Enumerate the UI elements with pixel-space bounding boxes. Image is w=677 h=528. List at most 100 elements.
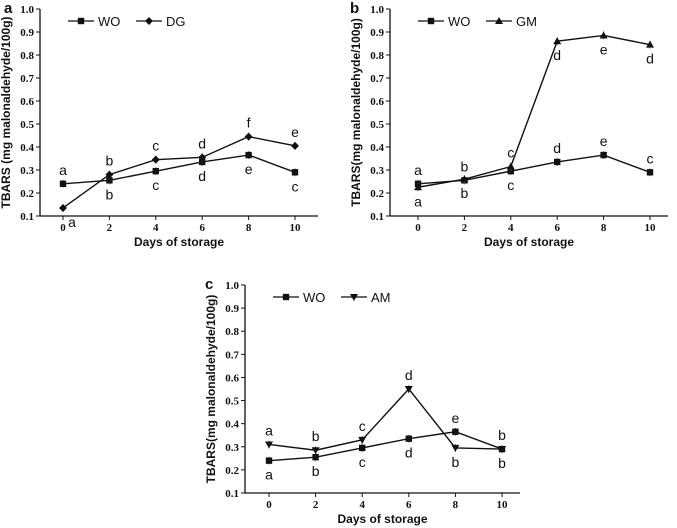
panel-c: 0.1 0.2 0.3 0.4 0.5 0.6 0.7 0.8 0.9 1.0 0 2 4 6 8 10 Day…: [204, 276, 520, 526]
x-tick-label: 0: [415, 222, 421, 234]
series-line: [417, 154, 651, 185]
y-tick-label: 0.2: [20, 188, 34, 200]
y-tick-label: 0.7: [225, 349, 239, 361]
significance-letter: b: [498, 427, 506, 443]
significance-letter: d: [646, 51, 654, 67]
y-axis-title: TBARS (mg malonaldehyde/100g): [0, 16, 13, 208]
significance-letter: e: [600, 41, 608, 57]
square-marker: [106, 177, 113, 184]
significance-letter: d: [198, 135, 206, 151]
triangle-down-marker: [404, 386, 413, 393]
y-tick-label: 1.0: [20, 4, 34, 16]
triangle-down-marker: [451, 444, 460, 452]
significance-letter: c: [152, 177, 159, 193]
significance-letter: e: [291, 124, 299, 140]
x-tick-label: 0: [266, 499, 272, 511]
square-marker: [554, 158, 561, 166]
series-line: [268, 431, 503, 462]
y-tick-label: 0.3: [225, 442, 239, 454]
y-tick-label: 0.8: [225, 326, 239, 338]
square-marker: [265, 457, 273, 464]
significance-letter: e: [600, 133, 608, 149]
legend-label: DG: [166, 14, 186, 29]
y-tick-label: 0.1: [20, 211, 34, 223]
y-tick-label: 0.8: [370, 50, 384, 62]
y-tick-label: 0.8: [20, 50, 34, 62]
square-marker: [282, 293, 290, 301]
y-tick-label: 0.4: [20, 142, 34, 154]
square-marker: [312, 453, 319, 461]
y-tick-label: 0.9: [370, 27, 384, 39]
y-tick-label: 0.9: [225, 303, 239, 315]
y-tick-label: 0.3: [20, 165, 34, 177]
square-marker: [199, 158, 206, 166]
y-tick-label: 0.2: [225, 465, 239, 477]
significance-letter: c: [359, 418, 366, 434]
x-tick-label: 4: [359, 499, 365, 511]
significance-letter: f: [247, 115, 251, 131]
y-tick-label: 1.0: [225, 280, 239, 292]
square-marker: [291, 169, 299, 176]
x-tick-label: 6: [554, 222, 560, 234]
y-tick-label: 0.5: [370, 119, 384, 131]
x-tick-label: 4: [508, 222, 514, 234]
panel-label: c: [205, 276, 213, 293]
series-line: [417, 34, 651, 188]
significance-letter: c: [507, 145, 514, 161]
significance-letter: d: [405, 367, 413, 383]
series-WO: a b c d e c: [414, 133, 653, 193]
square-marker: [359, 444, 366, 452]
legend-label: WO: [448, 14, 470, 29]
y-tick-label: 0.5: [20, 119, 34, 131]
x-tick-label: 4: [153, 222, 159, 234]
x-tick-label: 8: [453, 499, 459, 511]
triangle-down-marker: [498, 446, 506, 454]
y-tick-label: 0.4: [225, 419, 239, 431]
series-DG: a b c d f e: [59, 115, 299, 230]
significance-letter: b: [461, 158, 469, 174]
square-marker: [427, 17, 435, 25]
significance-letter: e: [245, 161, 253, 177]
legend-item-WO: WO: [68, 14, 120, 29]
triangle-marker: [460, 175, 469, 183]
significance-letter: b: [461, 185, 469, 201]
significance-letter: d: [405, 445, 413, 461]
series-WO: a b c d e b: [265, 410, 506, 483]
triangle-down-marker: [358, 436, 367, 444]
y-tick-label: 0.3: [370, 165, 384, 177]
series-line: [62, 154, 296, 185]
square-marker: [405, 435, 412, 442]
significance-letter: d: [553, 47, 561, 63]
panel-b: 0.1 0.2 0.3 0.4 0.5 0.6 0.7 0.8 0.9 1.0 0 2 4 6 8 10 Day…: [349, 0, 668, 249]
significance-letter: c: [647, 150, 654, 166]
triangle-marker: [495, 17, 503, 24]
x-tick-label: 0: [60, 222, 66, 234]
significance-letter: c: [359, 454, 366, 470]
square-marker: [646, 169, 654, 176]
y-tick-label: 0.4: [370, 142, 384, 154]
diamond-marker: [105, 170, 114, 179]
square-marker: [600, 151, 607, 159]
significance-letter: a: [414, 193, 422, 209]
legend-item-WO: WO: [418, 14, 470, 29]
y-axis-title: TBARS(mg malonaldehyde/100g): [349, 18, 363, 207]
legend-label: AM: [371, 290, 391, 305]
x-axis-title: Days of storage: [337, 512, 427, 526]
square-marker: [245, 151, 252, 159]
x-tick-label: 10: [497, 499, 509, 511]
significance-letter: a: [414, 162, 422, 178]
x-tick-label: 10: [290, 222, 302, 234]
legend-item-DG: DG: [136, 14, 186, 29]
x-axis-title: Days of storage: [134, 235, 224, 249]
triangle-marker: [506, 162, 515, 170]
y-tick-label: 1.0: [370, 4, 384, 16]
diamond-marker: [59, 203, 67, 212]
square-marker: [452, 428, 459, 435]
panel-a: 0.1 0.2 0.3 0.4 0.5 0.6 0.7 0.8 0.9 1.0 0 2 4 6 8 10 Day…: [0, 0, 318, 249]
legend-item-WO: WO: [273, 290, 325, 305]
diamond-marker: [151, 155, 160, 164]
square-marker: [59, 180, 67, 187]
x-tick-label: 6: [406, 499, 412, 511]
y-tick-label: 0.6: [370, 96, 384, 108]
